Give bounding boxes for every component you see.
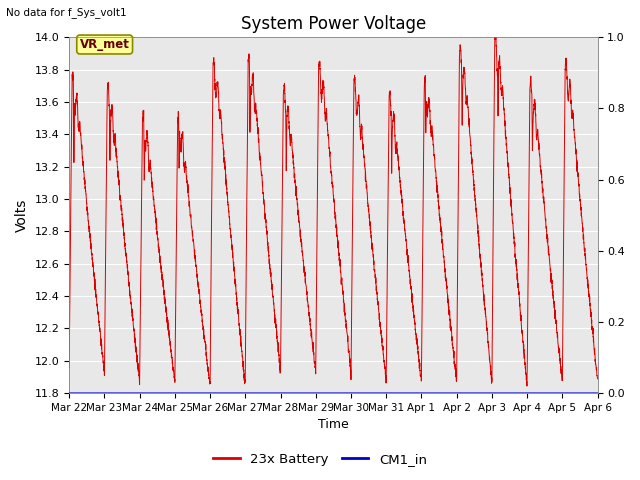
Text: VR_met: VR_met	[80, 38, 129, 51]
Y-axis label: Volts: Volts	[15, 199, 29, 232]
X-axis label: Time: Time	[318, 419, 349, 432]
Title: System Power Voltage: System Power Voltage	[241, 15, 426, 33]
Legend: 23x Battery, CM1_in: 23x Battery, CM1_in	[208, 447, 432, 471]
Text: No data for f_Sys_volt1: No data for f_Sys_volt1	[6, 7, 127, 18]
